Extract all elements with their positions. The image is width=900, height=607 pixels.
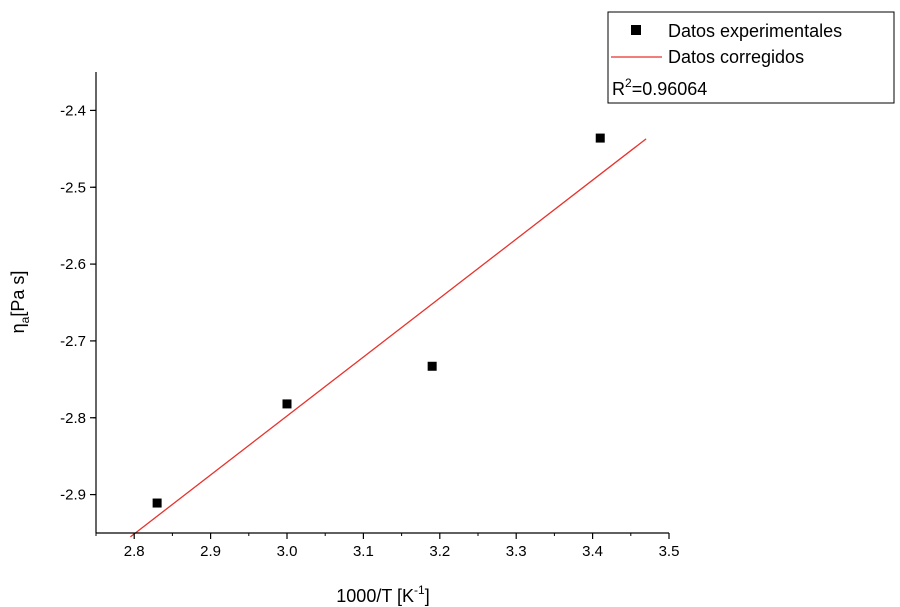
y-tick-label: -2.6 [60,256,86,273]
legend-label-experimentales: Datos experimentales [668,21,842,41]
y-tick-label: -2.7 [60,333,86,350]
x-tick-label: 3.2 [429,543,450,560]
legend: Datos experimentales Datos corregidos R2… [607,11,895,104]
plot-area [129,133,647,538]
x-axis-title-sup: -1 [414,583,425,597]
legend-marker-experimentales [631,25,641,35]
y-axis-title-group: ηa[Pa s] [8,271,32,334]
r-squared-annotation: R2=0.96064 [612,76,707,99]
x-tick-label: 3.0 [277,543,298,560]
x-axis-title-tail: ] [425,586,430,606]
data-point [595,133,605,143]
x-axis-title: 1000/T [K-1] [336,583,429,606]
y-tick-label: -2.4 [60,102,86,119]
y-tick-label: -2.8 [60,410,86,427]
axes: 2.8 2.9 3.0 3.1 3.2 3.3 3.4 3.5 -2.9-2.8-2.7-2.… [60,72,679,560]
x-tick-label: 3.3 [506,543,527,560]
x-tick-label: 3.1 [353,543,374,560]
x-tick-label: 2.8 [124,543,145,560]
y-axis-title-base: η [8,323,28,333]
legend-label-corregidos: Datos corregidos [668,47,804,67]
y-axis-title: ηa[Pa s] [8,271,32,334]
x-tick-label: 3.4 [582,543,603,560]
x-tick-label: 3.5 [659,543,680,560]
data-point [152,498,162,508]
y-axis-title-sub: a [18,316,32,323]
r-squared-value: =0.96064 [632,79,708,99]
y-axis-title-tail: [Pa s] [8,271,28,317]
r-squared-base: R [612,79,625,99]
y-tick-label: -2.5 [60,179,86,196]
fit-line [129,138,647,538]
y-ticks: -2.9 -2.8 -2.7 -2.6 -2.5 -2.4 [60,102,96,504]
x-ticks: 2.8 2.9 3.0 3.1 3.2 3.3 3.4 3.5 [95,533,680,560]
r-squared-sup: 2 [625,76,632,90]
x-axis-title-base: 1000/T [K [336,586,414,606]
y-tick-label: -2.9 [60,487,86,504]
data-point [427,361,437,371]
data-point [282,399,292,409]
x-tick-label: 2.9 [200,543,221,560]
